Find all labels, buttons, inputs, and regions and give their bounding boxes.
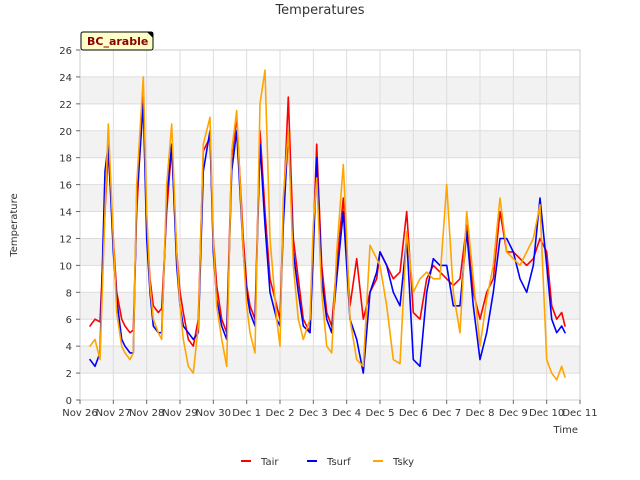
x-tick-label-7: Dec 3 bbox=[299, 408, 328, 419]
y-tick-label-26: 26 bbox=[59, 46, 72, 57]
y-tick-label-12: 12 bbox=[59, 234, 72, 245]
series-lines bbox=[89, 69, 566, 381]
x-tick-label-1: Nov 27 bbox=[96, 408, 131, 419]
y-tick-label-10: 10 bbox=[59, 261, 72, 272]
y-tick-label-22: 22 bbox=[59, 100, 72, 111]
y-tick-label-24: 24 bbox=[59, 73, 72, 84]
x-tick-label-12: Dec 8 bbox=[466, 408, 495, 419]
y-tick-label-6: 6 bbox=[66, 315, 72, 326]
x-tick-label-13: Dec 9 bbox=[499, 408, 528, 419]
background-bands bbox=[80, 50, 580, 400]
x-tick-label-15: Dec 11 bbox=[562, 408, 597, 419]
y-axis-label: Temperature bbox=[9, 193, 20, 257]
series-line-tair bbox=[89, 89, 566, 348]
band-24-26 bbox=[80, 50, 580, 77]
band-14-16 bbox=[80, 184, 580, 212]
x-axis-label: Time bbox=[553, 425, 578, 436]
site-badge-label: BC_arable bbox=[87, 35, 148, 48]
band-6-8 bbox=[80, 292, 580, 320]
plot-border bbox=[79, 49, 581, 401]
x-tick-label-9: Dec 5 bbox=[366, 408, 395, 419]
x-tick-label-5: Dec 1 bbox=[232, 408, 261, 419]
legend: Tair Tsurf Tsky bbox=[241, 457, 414, 468]
site-badge-corner bbox=[147, 32, 153, 38]
y-tick-label-18: 18 bbox=[59, 154, 72, 165]
y-tick-label-0: 0 bbox=[66, 396, 72, 407]
band-0-2 bbox=[80, 373, 580, 400]
legend-label-tair: Tair bbox=[260, 457, 279, 468]
x-tick-label-10: Dec 6 bbox=[399, 408, 428, 419]
band-8-10 bbox=[80, 265, 580, 293]
x-tick-label-2: Nov 28 bbox=[129, 408, 164, 419]
x-tick-label-8: Dec 4 bbox=[332, 408, 361, 419]
site-badge: BC_arable bbox=[80, 31, 154, 51]
y-tick-label-16: 16 bbox=[59, 181, 72, 192]
plot-frame bbox=[79, 49, 581, 401]
band-4-6 bbox=[80, 319, 580, 347]
legend-label-tsurf: Tsurf bbox=[326, 457, 351, 468]
chart-title: Temperatures bbox=[274, 3, 364, 18]
x-tick-label-14: Dec 10 bbox=[529, 408, 564, 419]
x-tick-label-4: Nov 30 bbox=[196, 408, 231, 419]
y-tick-label-20: 20 bbox=[59, 127, 72, 138]
series-line-tsky bbox=[89, 69, 566, 381]
y-tick-label-2: 2 bbox=[66, 369, 72, 380]
site-badge-box bbox=[80, 31, 154, 51]
band-22-24 bbox=[80, 76, 580, 104]
band-18-20 bbox=[80, 130, 580, 158]
y-tick-label-8: 8 bbox=[66, 288, 72, 299]
x-tick-label-0: Nov 26 bbox=[62, 408, 97, 419]
band-16-18 bbox=[80, 157, 580, 185]
y-tick-label-14: 14 bbox=[59, 208, 72, 219]
series-line-tsurf bbox=[89, 103, 566, 374]
x-tick-label-6: Dec 2 bbox=[266, 408, 295, 419]
y-tick-label-4: 4 bbox=[66, 342, 72, 353]
x-tick-label-3: Nov 29 bbox=[162, 408, 197, 419]
legend-label-tsky: Tsky bbox=[392, 457, 414, 468]
x-tick-label-11: Dec 7 bbox=[432, 408, 461, 419]
band-20-22 bbox=[80, 103, 580, 131]
